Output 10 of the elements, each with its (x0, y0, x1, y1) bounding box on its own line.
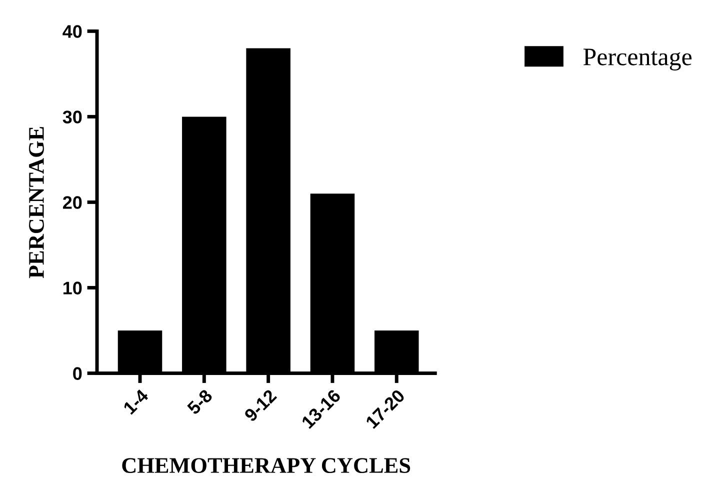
y-tick-label: 0 (73, 367, 82, 380)
y-tick-label: 20 (62, 196, 82, 209)
y-tick-label: 30 (62, 110, 82, 124)
y-axis-title: PERCENTAGE (29, 126, 44, 278)
x-tick-label: 5-8 (186, 388, 214, 416)
x-tick-label: 1-4 (122, 388, 150, 415)
y-tick-label: 10 (63, 282, 82, 294)
x-axis-title: CHEMOTHERAPY CYCLES (122, 458, 410, 474)
y-tick-label: 40 (62, 25, 82, 38)
legend-label: Percentage (583, 48, 692, 70)
